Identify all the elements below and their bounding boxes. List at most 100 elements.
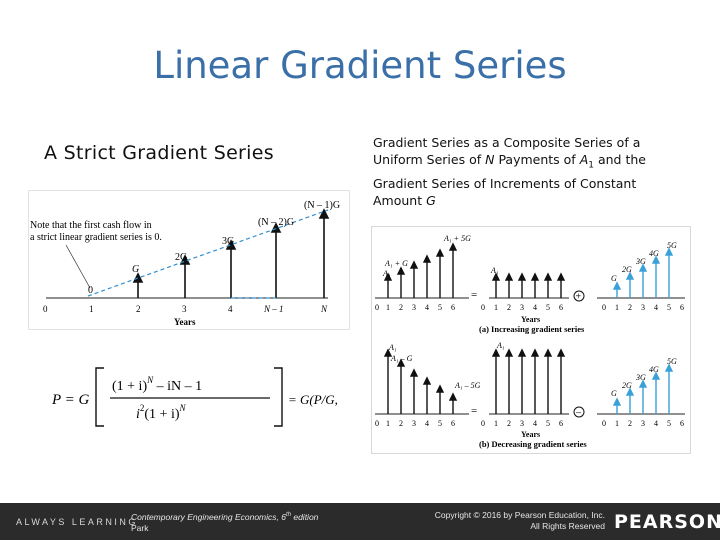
trend-line (87, 209, 329, 297)
always-learning-text: ALWAYS LEARNING (16, 517, 138, 527)
svg-text:6: 6 (559, 419, 563, 428)
svg-text:(b) Decreasing gradient series: (b) Decreasing gradient series (479, 439, 587, 449)
tick-2: 2 (136, 304, 141, 314)
strict-gradient-diagram: Note that the first cash flow in a stric… (28, 190, 350, 330)
svg-text:–: – (575, 408, 582, 419)
book-citation: Contemporary Engineering Economics, 6th … (131, 511, 319, 533)
pearson-logo: PEARSON (614, 511, 720, 533)
note-line-2: a strict linear gradient series is 0. (30, 232, 162, 243)
svg-text:6: 6 (559, 303, 563, 312)
tick-0: 0 (43, 304, 48, 314)
svg-text:A₁ – 5G: A₁ – 5G (454, 381, 481, 390)
label-g: G (132, 264, 139, 275)
tick-1: 1 (89, 304, 94, 314)
svg-text:4: 4 (533, 419, 537, 428)
svg-text:3G: 3G (635, 257, 646, 266)
svg-text:0: 0 (481, 303, 485, 312)
svg-text:A₁ + 5G: A₁ + 5G (443, 234, 471, 243)
svg-text:4: 4 (654, 303, 658, 312)
svg-text:5: 5 (546, 419, 550, 428)
label-n2g: (N – 2)G (258, 217, 294, 228)
svg-text:G: G (611, 389, 617, 398)
tick-3: 3 (182, 304, 187, 314)
svg-text:5: 5 (438, 419, 442, 428)
svg-text:3: 3 (520, 419, 524, 428)
svg-text:1: 1 (386, 303, 390, 312)
tick-n: N (320, 304, 328, 314)
svg-text:1: 1 (615, 303, 619, 312)
svg-text:2: 2 (399, 303, 403, 312)
svg-text:4: 4 (425, 303, 429, 312)
svg-text:5: 5 (546, 303, 550, 312)
svg-text:+: + (576, 292, 582, 303)
composite-gradient-diagram: A₁ + 5G A₁ + G A₁ A₁ G 2G 3G 4G 5G = + 0… (371, 226, 691, 454)
svg-text:A₁ + G: A₁ + G (384, 259, 408, 268)
note-pointer (65, 244, 91, 289)
svg-text:2: 2 (628, 303, 632, 312)
svg-text:5: 5 (438, 303, 442, 312)
svg-text:6: 6 (680, 419, 684, 428)
svg-text:=: = (471, 289, 477, 301)
copyright-notice: Copyright © 2016 by Pearson Education, I… (434, 510, 605, 531)
formula-denominator: i2(1 + i)N (136, 403, 187, 422)
svg-text:6: 6 (680, 303, 684, 312)
svg-text:6: 6 (451, 303, 455, 312)
svg-text:Years: Years (521, 430, 540, 439)
svg-text:A₁: A₁ (388, 343, 397, 352)
svg-text:0: 0 (375, 303, 379, 312)
svg-text:5: 5 (667, 419, 671, 428)
formula-lhs: P = G (51, 392, 90, 408)
svg-text:4: 4 (654, 419, 658, 428)
svg-text:3: 3 (641, 419, 645, 428)
note-line-1: Note that the first cash flow in (30, 220, 152, 231)
svg-text:1: 1 (615, 419, 619, 428)
svg-text:0: 0 (481, 419, 485, 428)
axis-label-years: Years (174, 317, 196, 327)
svg-text:4: 4 (425, 419, 429, 428)
svg-text:A₁ – G: A₁ – G (390, 354, 413, 363)
left-heading: A Strict Gradient Series (44, 142, 274, 164)
svg-text:3G: 3G (635, 373, 646, 382)
label-n1g: (N – 1)G (304, 200, 340, 211)
svg-text:4G: 4G (649, 249, 659, 258)
svg-text:=: = (471, 405, 477, 417)
svg-text:5G: 5G (667, 241, 677, 250)
label-3g: 3G (222, 236, 234, 247)
svg-text:G: G (611, 274, 617, 283)
svg-text:0: 0 (602, 419, 606, 428)
svg-text:2G: 2G (622, 381, 632, 390)
svg-text:5: 5 (667, 303, 671, 312)
slide-title: Linear Gradient Series (153, 44, 567, 87)
svg-text:5G: 5G (667, 357, 677, 366)
tick-4: 4 (228, 304, 233, 314)
svg-text:2: 2 (399, 419, 403, 428)
label-2g: 2G (175, 252, 187, 263)
svg-text:2: 2 (628, 419, 632, 428)
svg-text:3: 3 (520, 303, 524, 312)
svg-text:4: 4 (533, 303, 537, 312)
svg-text:A₁: A₁ (382, 269, 391, 278)
label-zero: 0 (88, 285, 93, 296)
svg-text:1: 1 (494, 303, 498, 312)
svg-text:1: 1 (494, 419, 498, 428)
svg-text:Years: Years (521, 315, 540, 324)
formula-numerator: (1 + i)N – iN – 1 (112, 375, 202, 394)
panel-b: A₁ A₁ – G A₁ – 5G A₁ G 2G 3G 4G 5G = – 0… (375, 341, 685, 449)
svg-text:3: 3 (641, 303, 645, 312)
svg-text:2: 2 (507, 303, 511, 312)
svg-text:0: 0 (375, 419, 379, 428)
svg-text:2: 2 (507, 419, 511, 428)
tick-n1: N – 1 (263, 304, 284, 314)
svg-text:4G: 4G (649, 365, 659, 374)
formula-rhs: = G(P/G, i, N) (288, 392, 340, 407)
svg-text:2G: 2G (622, 265, 632, 274)
footer-bar: ALWAYS LEARNING Contemporary Engineering… (0, 503, 720, 540)
panel-a: A₁ + 5G A₁ + G A₁ A₁ G 2G 3G 4G 5G = + 0… (375, 234, 685, 334)
svg-text:A₁: A₁ (496, 341, 505, 350)
svg-text:3: 3 (412, 303, 416, 312)
svg-text:1: 1 (386, 419, 390, 428)
svg-text:6: 6 (451, 419, 455, 428)
pg-formula: P = G (1 + i)N – iN – 1 i2(1 + i)N = G(P… (51, 367, 340, 427)
svg-text:A₁: A₁ (490, 266, 499, 275)
right-heading: Gradient Series as a Composite Series of… (373, 135, 646, 208)
